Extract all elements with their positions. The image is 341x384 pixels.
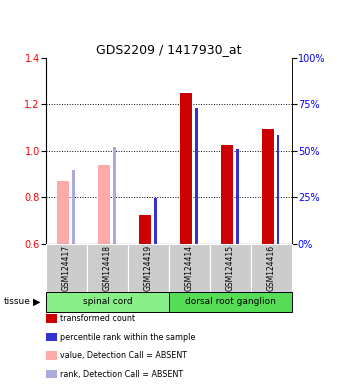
Bar <box>72 170 75 244</box>
Text: rank, Detection Call = ABSENT: rank, Detection Call = ABSENT <box>60 369 183 379</box>
Text: value, Detection Call = ABSENT: value, Detection Call = ABSENT <box>60 351 187 360</box>
Bar <box>236 149 239 244</box>
Text: GSM124418: GSM124418 <box>103 245 112 291</box>
Bar <box>262 129 273 244</box>
Text: tissue: tissue <box>3 297 30 306</box>
Bar <box>58 180 69 244</box>
Bar <box>195 108 198 244</box>
Text: GSM124416: GSM124416 <box>267 245 276 291</box>
Bar <box>221 145 233 244</box>
Text: GSM124414: GSM124414 <box>185 245 194 291</box>
Text: transformed count: transformed count <box>60 314 135 323</box>
Title: GDS2209 / 1417930_at: GDS2209 / 1417930_at <box>96 43 241 56</box>
Text: dorsal root ganglion: dorsal root ganglion <box>185 297 276 306</box>
Text: GSM124417: GSM124417 <box>62 245 71 291</box>
Text: ▶: ▶ <box>33 297 41 307</box>
Bar <box>113 147 116 244</box>
Bar <box>139 215 151 244</box>
Text: spinal cord: spinal cord <box>83 297 132 306</box>
Bar <box>180 93 192 244</box>
Text: percentile rank within the sample: percentile rank within the sample <box>60 333 195 342</box>
Text: GSM124419: GSM124419 <box>144 245 153 291</box>
Bar <box>277 135 280 244</box>
Bar <box>154 198 157 244</box>
Text: GSM124415: GSM124415 <box>226 245 235 291</box>
Bar <box>99 166 110 244</box>
